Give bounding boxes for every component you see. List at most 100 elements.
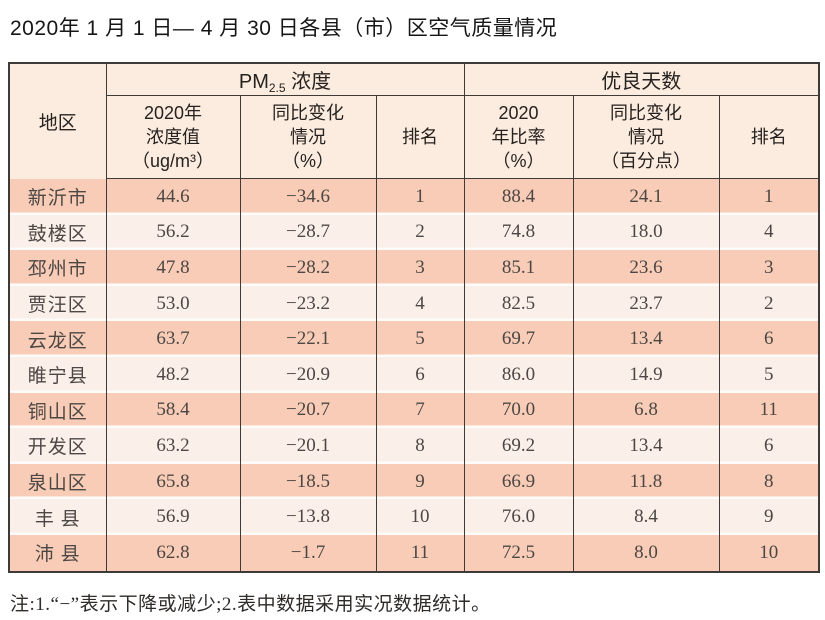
pm-rank-cell: 2 — [375, 214, 465, 251]
column-header-good-change: 同比变化 情况 （百分点） — [572, 95, 720, 179]
table-row: 开发区 63.2 −20.1 8 69.2 13.4 6 — [8, 428, 820, 464]
good-change-cell: 11.8 — [572, 463, 720, 500]
column-header-pm-rank: 排名 — [375, 95, 465, 179]
good-rank-cell: 5 — [718, 356, 820, 393]
pm-value-cell: 58.4 — [105, 392, 241, 429]
table-row: 沛 县 62.8 −1.7 11 72.5 8.0 10 — [8, 534, 820, 572]
good-change-cell: 18.0 — [572, 214, 720, 251]
column-group-pm25: PM2.5 浓度 — [105, 63, 465, 96]
pm-rank-cell: 1 — [375, 178, 465, 215]
sub-header-row: 2020年 浓度值 （ug/m³） 同比变化 情况 （%） 排名 2020 年比… — [9, 95, 820, 179]
pm-change-cell: −1.7 — [239, 534, 377, 572]
good-rate-cell: 70.0 — [463, 392, 574, 429]
table-body: 新沂市 44.6 −34.6 1 88.4 24.1 1 鼓楼区 56.2 −2… — [8, 178, 820, 572]
table-row: 泉山区 65.8 −18.5 9 66.9 11.8 8 — [8, 463, 820, 500]
pm-change-cell: −23.2 — [239, 285, 377, 322]
column-header-region: 地区 — [8, 63, 107, 179]
table-row: 新沂市 44.6 −34.6 1 88.4 24.1 1 — [8, 178, 820, 215]
pm-change-cell: −18.5 — [239, 463, 377, 500]
good-rank-cell: 6 — [718, 321, 820, 357]
good-change-cell: 24.1 — [572, 178, 720, 215]
pm-rank-cell: 11 — [375, 534, 465, 572]
pm-rank-cell: 7 — [375, 392, 465, 429]
pm-rank-cell: 9 — [375, 463, 465, 500]
column-header-good-rank: 排名 — [718, 95, 820, 179]
good-rank-cell: 6 — [718, 428, 820, 464]
good-rate-cell: 69.2 — [463, 428, 574, 464]
pm-rank-cell: 3 — [375, 250, 465, 286]
good-rank-cell: 11 — [718, 392, 820, 429]
pm-rank-cell: 10 — [375, 499, 465, 535]
pm25-label-prefix: PM — [238, 70, 269, 93]
region-cell: 云龙区 — [8, 321, 107, 357]
table-row: 铜山区 58.4 −20.7 7 70.0 6.8 11 — [8, 392, 820, 429]
table-row: 睢宁县 48.2 −20.9 6 86.0 14.9 5 — [8, 356, 820, 393]
good-change-cell: 6.8 — [572, 392, 720, 429]
pm-rank-cell: 6 — [375, 356, 465, 393]
good-rank-cell: 8 — [718, 463, 820, 500]
column-header-pm-change: 同比变化 情况 （%） — [239, 95, 377, 179]
pm-value-cell: 53.0 — [105, 285, 241, 322]
pm-value-cell: 44.6 — [105, 178, 241, 215]
pm-value-cell: 63.2 — [105, 428, 241, 464]
good-rate-cell: 76.0 — [463, 499, 574, 535]
good-rate-cell: 72.5 — [463, 534, 574, 572]
pm-value-cell: 65.8 — [105, 463, 241, 500]
region-cell: 铜山区 — [8, 392, 107, 429]
pm-change-cell: −28.2 — [239, 250, 377, 286]
good-rate-cell: 74.8 — [463, 214, 574, 251]
good-rank-cell: 4 — [718, 214, 820, 251]
table-row: 丰 县 56.9 −13.8 10 76.0 8.4 9 — [8, 499, 820, 535]
pm-value-cell: 48.2 — [105, 356, 241, 393]
pm-value-cell: 56.2 — [105, 214, 241, 251]
table-row: 鼓楼区 56.2 −28.7 2 74.8 18.0 4 — [8, 214, 820, 251]
good-rate-cell: 69.7 — [463, 321, 574, 357]
region-cell: 丰 县 — [8, 499, 107, 535]
group-header-row: 地区 PM2.5 浓度 优良天数 — [8, 63, 820, 179]
good-rate-cell: 85.1 — [463, 250, 574, 286]
region-cell: 泉山区 — [8, 463, 107, 500]
good-rate-cell: 66.9 — [463, 463, 574, 500]
region-cell: 鼓楼区 — [8, 214, 107, 251]
table-header: 地区 PM2.5 浓度 优良天数 2020年 浓度值 （ug/m³） 同比变化 … — [8, 63, 820, 179]
pm-value-cell: 56.9 — [105, 499, 241, 535]
region-cell: 睢宁县 — [8, 356, 107, 393]
good-rank-cell: 10 — [718, 534, 820, 572]
good-rate-cell: 86.0 — [463, 356, 574, 393]
region-cell: 邳州市 — [8, 250, 107, 286]
good-rank-cell: 2 — [718, 285, 820, 322]
air-quality-table: 地区 PM2.5 浓度 优良天数 2020年 浓度值 （ug/m³） 同比变化 … — [8, 62, 821, 573]
pm-rank-cell: 8 — [375, 428, 465, 464]
good-change-cell: 23.6 — [572, 250, 720, 286]
region-cell: 开发区 — [8, 428, 107, 464]
good-change-cell: 14.9 — [572, 356, 720, 393]
region-cell: 沛 县 — [8, 534, 107, 572]
good-change-cell: 23.7 — [572, 285, 720, 322]
good-change-cell: 13.4 — [572, 428, 720, 464]
pm-value-cell: 63.7 — [105, 321, 241, 357]
table-footnote: 注:1.“−”表示下降或减少;2.表中数据采用实况数据统计。 — [10, 593, 491, 615]
pm-change-cell: −22.1 — [239, 321, 377, 357]
region-cell: 新沂市 — [8, 178, 107, 215]
column-group-good-days: 优良天数 — [463, 63, 820, 96]
pm-change-cell: −28.7 — [239, 214, 377, 251]
region-cell: 贾汪区 — [8, 285, 107, 322]
table-row: 贾汪区 53.0 −23.2 4 82.5 23.7 2 — [8, 285, 820, 322]
page-title: 2020年 1 月 1 日— 4 月 30 日各县（市）区空气质量情况 — [10, 17, 558, 40]
pm-rank-cell: 4 — [375, 285, 465, 322]
good-rate-cell: 82.5 — [463, 285, 574, 322]
pm-change-cell: −20.9 — [239, 356, 377, 393]
good-rank-cell: 1 — [718, 178, 820, 215]
pm-change-cell: −20.7 — [239, 392, 377, 429]
pm-value-cell: 62.8 — [105, 534, 241, 572]
table-row: 邳州市 47.8 −28.2 3 85.1 23.6 3 — [8, 250, 820, 286]
pm25-label-suffix: 浓度 — [285, 70, 332, 93]
pm-value-cell: 47.8 — [105, 250, 241, 286]
table-row: 云龙区 63.7 −22.1 5 69.7 13.4 6 — [8, 321, 820, 357]
good-rate-cell: 88.4 — [463, 178, 574, 215]
pm-change-cell: −20.1 — [239, 428, 377, 464]
good-change-cell: 8.4 — [572, 499, 720, 535]
pm-change-cell: −34.6 — [239, 178, 377, 215]
good-change-cell: 8.0 — [572, 534, 720, 572]
